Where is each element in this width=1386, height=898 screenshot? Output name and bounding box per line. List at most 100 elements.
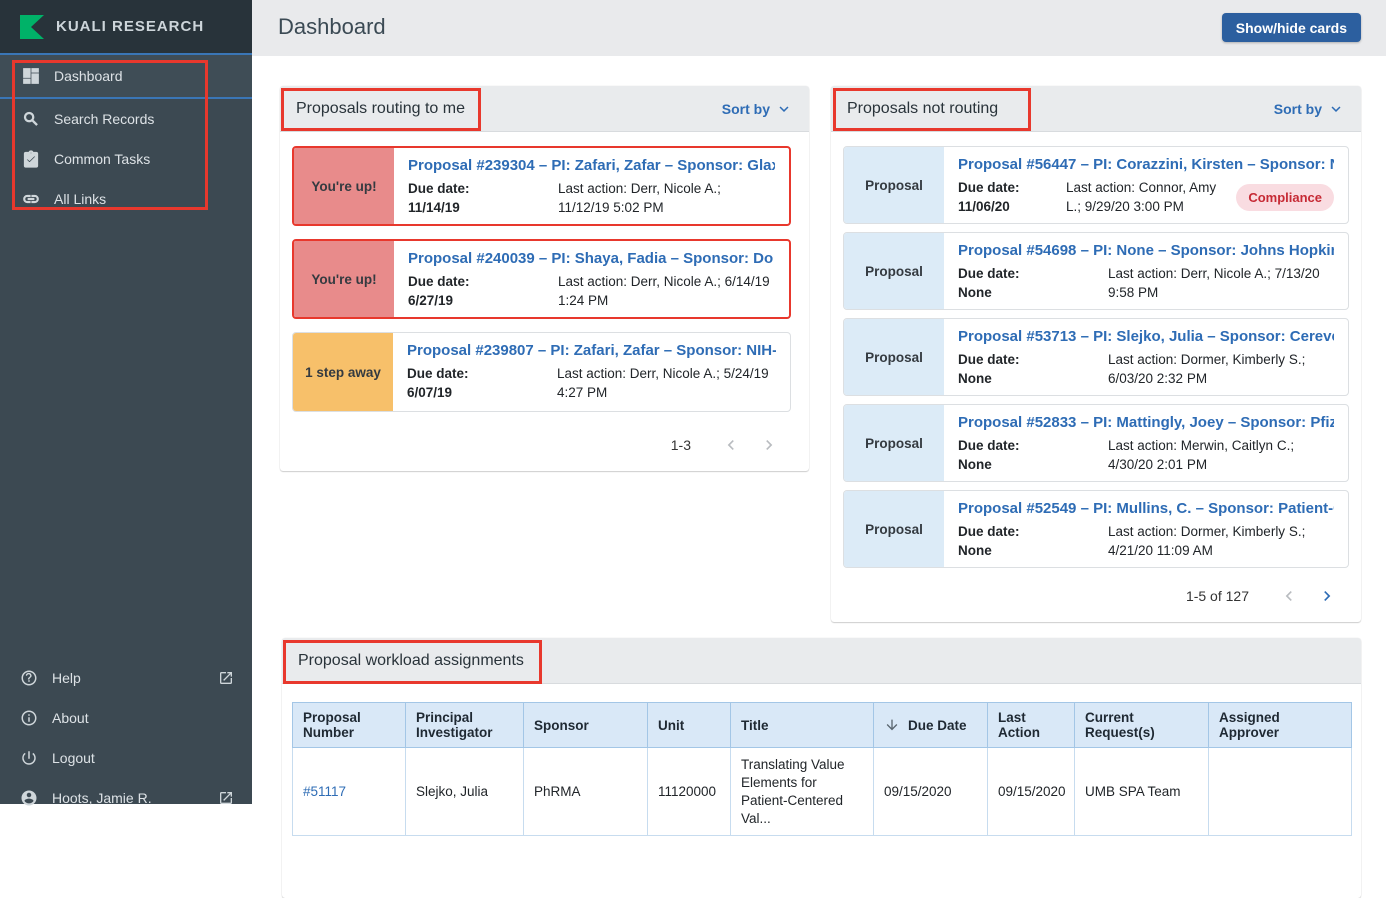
proposal-link[interactable]: Proposal #240039 – PI: Shaya, Fadia – Sp… (408, 250, 775, 267)
card-header: Proposals not routing Sort by (831, 86, 1361, 132)
table-row: #51117 Slejko, Julia PhRMA 11120000 Tran… (292, 747, 1352, 836)
column-header-principal-investigator[interactable]: Principal Investigator (405, 702, 524, 748)
sidebar-item-label: Common Tasks (54, 151, 151, 167)
proposal-link[interactable]: Proposal #52549 – PI: Mullins, C. – Spon… (958, 500, 1334, 517)
last-action-text: Last action: Derr, Nicole A.; 6/14/19 1:… (558, 274, 770, 308)
pagination: 1-5 of 127 (843, 576, 1349, 612)
search-icon (23, 111, 38, 126)
chevron-down-icon (1331, 105, 1341, 112)
app-logo-text: KUALI RESEARCH (56, 18, 205, 35)
sidebar-item-label: Hoots, Jamie R. (52, 790, 152, 806)
due-date-value: 11/06/20 (958, 199, 1010, 214)
sidebar-item-all-links[interactable]: All Links (0, 179, 252, 219)
sidebar-item-dashboard[interactable]: Dashboard (0, 53, 252, 99)
column-header-proposal-number[interactable]: Proposal Number (292, 702, 406, 748)
column-header-unit[interactable]: Unit (647, 702, 731, 748)
chevron-left-icon (727, 440, 734, 450)
sidebar-item-label: About (52, 710, 89, 726)
column-header-label: Due Date (908, 717, 967, 733)
last-action-text: Last action: Derr, Nicole A.; 11/12/19 5… (558, 181, 721, 215)
chevron-down-icon (779, 105, 789, 112)
type-badge: Proposal (844, 491, 944, 567)
proposal-link[interactable]: Proposal #239807 – PI: Zafari, Zafar – S… (407, 342, 776, 359)
due-date-value: None (958, 371, 992, 386)
due-date-label: Due date: (408, 274, 470, 289)
show-hide-cards-button[interactable]: Show/hide cards (1221, 13, 1361, 42)
status-badge: You're up! (294, 241, 394, 317)
chevron-right-icon (766, 440, 773, 450)
external-link-icon (220, 792, 232, 804)
last-action-text: Last action: Derr, Nicole A.; 5/24/19 4:… (557, 366, 769, 400)
sidebar-item-label: Logout (52, 750, 95, 766)
proposal-link[interactable]: Proposal #56447 – PI: Corazzini, Kirsten… (958, 156, 1334, 173)
cell-due-date: 09/15/2020 (873, 747, 988, 836)
chevron-right-icon (1324, 591, 1331, 601)
due-date-label: Due date: (408, 181, 470, 196)
card-title: Proposals not routing (847, 99, 999, 117)
due-date-value: None (958, 285, 992, 300)
column-header-title[interactable]: Title (730, 702, 874, 748)
pagination-next-button[interactable] (757, 433, 781, 457)
sort-by-label: Sort by (1273, 100, 1322, 117)
table-header-row: Proposal Number Principal Investigator S… (292, 702, 1352, 748)
cell-sponsor: PhRMA (523, 747, 648, 836)
due-date-label: Due date: (958, 180, 1020, 195)
proposal-link[interactable]: Proposal #54698 – PI: None – Sponsor: Jo… (958, 242, 1334, 259)
dashboard-icon (23, 68, 39, 84)
sort-descending-icon (886, 719, 898, 731)
column-header-due-date[interactable]: Due Date (873, 702, 988, 748)
sort-by-dropdown[interactable]: Sort by (1274, 100, 1345, 118)
sidebar-footer: Help About Logout Hoots, Jamie R. (0, 658, 252, 818)
card-header: Proposals routing to me Sort by (280, 86, 809, 132)
sidebar-item-logout[interactable]: Logout (0, 738, 252, 778)
column-header-last-action[interactable]: Last Action (987, 702, 1075, 748)
avatar-icon (21, 790, 37, 806)
workload-table: Proposal Number Principal Investigator S… (292, 702, 1352, 836)
pagination-range: 1-5 of 127 (1185, 588, 1249, 604)
sidebar-item-about[interactable]: About (0, 698, 252, 738)
sidebar-item-help[interactable]: Help (0, 658, 252, 698)
sidebar-item-label: Search Records (54, 111, 155, 127)
chevron-left-icon (1285, 591, 1292, 601)
proposal-list-item: Proposal Proposal #54698 – PI: None – Sp… (843, 232, 1349, 310)
proposal-link[interactable]: Proposal #53713 – PI: Slejko, Julia – Sp… (958, 328, 1334, 345)
pagination-next-button[interactable] (1315, 584, 1339, 608)
tasks-clipboard-icon (23, 150, 39, 168)
cell-last-action: 09/15/2020 (987, 747, 1075, 836)
due-date-label: Due date: (958, 266, 1020, 281)
cell-proposal-number[interactable]: #51117 (292, 747, 406, 836)
column-header-sponsor[interactable]: Sponsor (523, 702, 648, 748)
sidebar-item-user[interactable]: Hoots, Jamie R. (0, 778, 252, 818)
card-header: Proposal workload assignments (282, 638, 1361, 684)
column-header-assigned-approver[interactable]: Assigned Approver (1208, 702, 1352, 748)
sidebar-item-label: Dashboard (54, 68, 123, 84)
type-badge: Proposal (844, 233, 944, 309)
card-proposals-routing-to-me: Proposals routing to me Sort by You're u… (280, 86, 809, 471)
last-action-text: Last action: Derr, Nicole A.; 7/13/20 9:… (1108, 266, 1320, 300)
proposal-list-item: You're up! Proposal #239304 – PI: Zafari… (292, 146, 791, 226)
pagination-prev-button[interactable] (719, 433, 743, 457)
help-icon (21, 670, 37, 686)
page-title: Dashboard (278, 14, 386, 39)
pagination-prev-button[interactable] (1277, 584, 1301, 608)
kuali-logo-icon (20, 14, 44, 39)
type-badge: Proposal (844, 147, 944, 223)
sidebar-item-label: Help (52, 670, 81, 686)
proposal-link[interactable]: Proposal #239304 – PI: Zafari, Zafar – S… (408, 157, 775, 174)
last-action-text: Last action: Dormer, Kimberly S.; 4/21/2… (1108, 524, 1306, 558)
column-header-current-requests[interactable]: Current Request(s) (1074, 702, 1209, 748)
due-date-value: 6/27/19 (408, 293, 454, 308)
card-proposals-not-routing: Proposals not routing Sort by Proposal P… (831, 86, 1361, 622)
proposal-link[interactable]: Proposal #52833 – PI: Mattingly, Joey – … (958, 414, 1334, 431)
compliance-chip[interactable]: Compliance (1236, 183, 1334, 211)
proposal-list-item: Proposal Proposal #52833 – PI: Mattingly… (843, 404, 1349, 482)
cell-principal-investigator: Slejko, Julia (405, 747, 524, 836)
card-title: Proposal workload assignments (298, 651, 524, 669)
last-action-text: Last action: Connor, Amy L.; 9/29/20 3:0… (1066, 180, 1217, 214)
sidebar-item-common-tasks[interactable]: Common Tasks (0, 139, 252, 179)
due-date-value: None (958, 457, 992, 472)
sidebar-item-search-records[interactable]: Search Records (0, 99, 252, 139)
due-date-value: None (958, 543, 992, 558)
sort-by-dropdown[interactable]: Sort by (722, 100, 793, 118)
power-icon (22, 751, 36, 765)
